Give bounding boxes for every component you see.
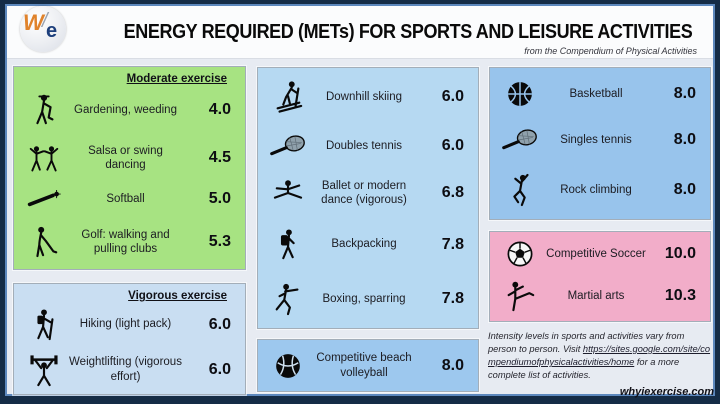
activity-met-value: 7.8 xyxy=(441,289,464,307)
activity-met-value: 6.8 xyxy=(441,184,464,201)
activity-row: Rock climbing 8.0 xyxy=(498,173,704,207)
activity-label: Softball xyxy=(106,192,145,205)
panel-heading: Vigorous exercise xyxy=(128,290,227,302)
activity-label: Golf: walking and pulling clubs xyxy=(81,228,170,255)
basketball-icon xyxy=(498,80,542,108)
softball-bat-ball-icon xyxy=(22,189,66,209)
panel-heading: Moderate exercise xyxy=(126,73,227,85)
activity-label: Hiking (light pack) xyxy=(79,318,172,331)
header-band: ENERGY REQUIRED (METs) FOR SPORTS AND LE… xyxy=(7,6,713,59)
activity-row: Martial arts 10.3 xyxy=(498,279,704,313)
panel-right: Basketball 8.0 Singles tennis 8.0 Rock climb… xyxy=(489,67,711,220)
downhill-skier-icon xyxy=(266,80,310,114)
logo-letter-e: e xyxy=(46,20,58,42)
activity-row: Basketball 8.0 xyxy=(498,80,704,108)
activity-label: Singles tennis xyxy=(560,134,632,147)
footnote-text-after: for a more complete list of activities. xyxy=(488,357,680,381)
activity-met-value: 6.0 xyxy=(208,315,231,333)
activity-met-value: 4.5 xyxy=(208,149,231,166)
page-subtitle: from the Compendium of Physical Activiti… xyxy=(524,46,697,56)
panel-moderate: Moderate exercise Gardening, weeding 4.0 Sa… xyxy=(13,66,246,270)
activity-row: Weightlifting (vigorous effort) 6.0 xyxy=(22,353,239,387)
logo-letter-w: W xyxy=(23,10,44,35)
activity-met-value: 10.0 xyxy=(664,244,696,262)
activity-label: Ballet or modern dance (vigorous) xyxy=(321,179,407,206)
martial-artist-icon xyxy=(498,279,542,313)
activity-row: Ballet or modern dance (vigorous) 6.8 xyxy=(266,179,472,208)
activity-label: Weightlifting (vigorous effort) xyxy=(69,356,182,383)
activity-row: Boxing, sparring 7.8 xyxy=(266,282,472,316)
activity-label: Gardening, weeding xyxy=(74,103,177,116)
activity-row: Salsa or swing dancing 4.5 xyxy=(22,143,239,173)
activity-label: Doubles tennis xyxy=(325,140,403,153)
panel-volleyball: Competitive beach volleyball 8.0 xyxy=(257,339,479,392)
activity-row: Singles tennis 8.0 xyxy=(498,128,704,152)
compendium-link[interactable]: https://sites.google.com/site/compendium… xyxy=(488,344,711,368)
activity-label: Rock climbing xyxy=(560,183,632,196)
whyiexercise-logo: W / e xyxy=(20,6,66,52)
activity-label: Backpacking xyxy=(331,238,397,251)
activity-label: Competitive Soccer xyxy=(546,247,646,260)
dancing-couple-icon xyxy=(22,143,66,173)
activity-row: Golf: walking and pulling clubs 5.3 xyxy=(22,225,239,259)
activity-row: Hiking (light pack) 6.0 xyxy=(22,308,239,342)
panel-vigorous: Vigorous exercise Hiking (light pack) 6.0 W… xyxy=(13,283,246,395)
activity-met-value: 5.3 xyxy=(208,233,231,250)
hiker-icon xyxy=(22,308,66,342)
tennis-racket-icon xyxy=(266,134,310,158)
page-title: ENERGY REQUIRED (METs) FOR SPORTS AND LE… xyxy=(123,20,693,43)
activity-met-value: 6.0 xyxy=(208,360,231,378)
activity-met-value: 4.0 xyxy=(208,101,231,118)
activity-label: Salsa or swing dancing xyxy=(88,144,163,171)
activity-row: Competitive Soccer 10.0 xyxy=(498,240,704,268)
activity-row: Doubles tennis 6.0 xyxy=(266,134,472,158)
volleyball-icon xyxy=(266,352,310,380)
activity-met-value: 8.0 xyxy=(673,85,696,103)
golfer-icon xyxy=(22,225,66,259)
activity-met-value: 8.0 xyxy=(441,356,464,374)
activity-met-value: 7.8 xyxy=(441,235,464,253)
activity-row: Softball 5.0 xyxy=(22,189,239,209)
rock-climber-icon xyxy=(498,173,542,207)
tennis-racket-icon xyxy=(498,128,542,152)
site-name: whyiexercise.com xyxy=(619,386,714,399)
activity-label: Competitive beach volleyball xyxy=(316,352,412,379)
logo-slash: / xyxy=(42,10,48,32)
footnote: Intensity levels in sports and activitie… xyxy=(488,330,714,400)
boxer-icon xyxy=(266,282,310,316)
footnote-text-before: Intensity levels in sports and activitie… xyxy=(488,331,685,355)
weightlifter-icon xyxy=(22,353,66,387)
activity-label: Downhill skiing xyxy=(325,90,403,103)
activity-label: Boxing, sparring xyxy=(322,292,406,305)
activity-row: Gardening, weeding 4.0 xyxy=(22,93,239,127)
activity-met-value: 6.0 xyxy=(441,137,464,155)
activity-met-value: 5.0 xyxy=(208,190,231,207)
gardener-icon xyxy=(22,93,66,127)
activity-met-value: 8.0 xyxy=(673,180,696,198)
activity-row: Backpacking 7.8 xyxy=(266,228,472,262)
backpacker-icon xyxy=(266,228,310,262)
activity-row: Downhill skiing 6.0 xyxy=(266,80,472,114)
activity-label: Martial arts xyxy=(567,290,625,303)
activity-met-value: 10.3 xyxy=(664,287,696,305)
soccer-ball-icon xyxy=(498,240,542,268)
ballet-dancer-icon xyxy=(266,179,310,207)
panel-middle: Downhill skiing 6.0 Doubles tennis 6.0 Balle… xyxy=(257,67,479,329)
panel-intense: Competitive Soccer 10.0 Martial arts 10.3 xyxy=(489,231,711,322)
activity-met-value: 8.0 xyxy=(673,131,696,149)
activity-met-value: 6.0 xyxy=(441,88,464,106)
activity-label: Basketball xyxy=(569,87,623,100)
activity-row: Competitive beach volleyball 8.0 xyxy=(266,351,472,380)
